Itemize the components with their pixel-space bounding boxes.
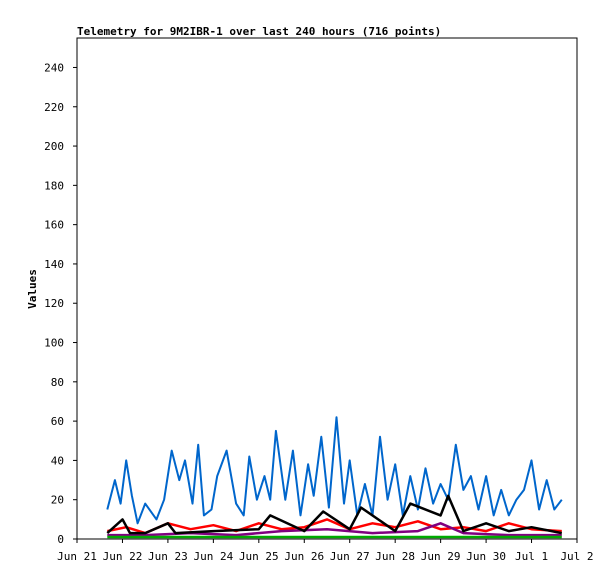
y-tick-label: 160 (44, 219, 64, 232)
y-tick-label: 240 (44, 61, 64, 74)
x-tick-label: Jun 23 (148, 550, 188, 563)
x-tick-label: Jun 30 (466, 550, 506, 563)
y-tick-label: 0 (57, 533, 64, 546)
x-tick-label: Jun 27 (330, 550, 370, 563)
y-tick-label: 180 (44, 179, 64, 192)
series-line-5 (106, 494, 563, 535)
x-tick-label: Jun 29 (421, 550, 461, 563)
x-axis: Jun 21 Jun 22 Jun 23 Jun 24 Jun 25 Jun 26 Jun … (57, 539, 594, 563)
series-line-1 (106, 416, 563, 525)
x-tick-label: Jul 1 (515, 550, 548, 563)
plot-area (76, 37, 578, 540)
y-tick-label: 100 (44, 337, 64, 350)
y-axis-label: Values (26, 269, 39, 309)
x-tick-label: Jun 26 (284, 550, 324, 563)
x-tick-label: Jun 21 (57, 550, 97, 563)
series-layer (106, 416, 563, 539)
y-axis: 0 20 40 60 80 100 120 140 160 180 200 220 240 (44, 61, 77, 546)
x-tick-label: Jun 28 (375, 550, 415, 563)
y-tick-label: 120 (44, 297, 64, 310)
y-tick-label: 80 (51, 376, 64, 389)
x-tick-label: Jul 2 (560, 550, 593, 563)
chart-title: Telemetry for 9M2IBR-1 over last 240 hou… (77, 25, 441, 38)
y-tick-label: 140 (44, 258, 64, 271)
series-line-2 (107, 518, 562, 535)
y-tick-label: 60 (51, 415, 64, 428)
x-tick-label: Jun 25 (239, 550, 279, 563)
x-tick-label: Jun 24 (193, 550, 233, 563)
y-tick-label: 220 (44, 101, 64, 114)
y-tick-label: 200 (44, 140, 64, 153)
y-tick-label: 20 (51, 494, 64, 507)
y-tick-label: 40 (51, 454, 64, 467)
x-tick-label: Jun 22 (103, 550, 143, 563)
